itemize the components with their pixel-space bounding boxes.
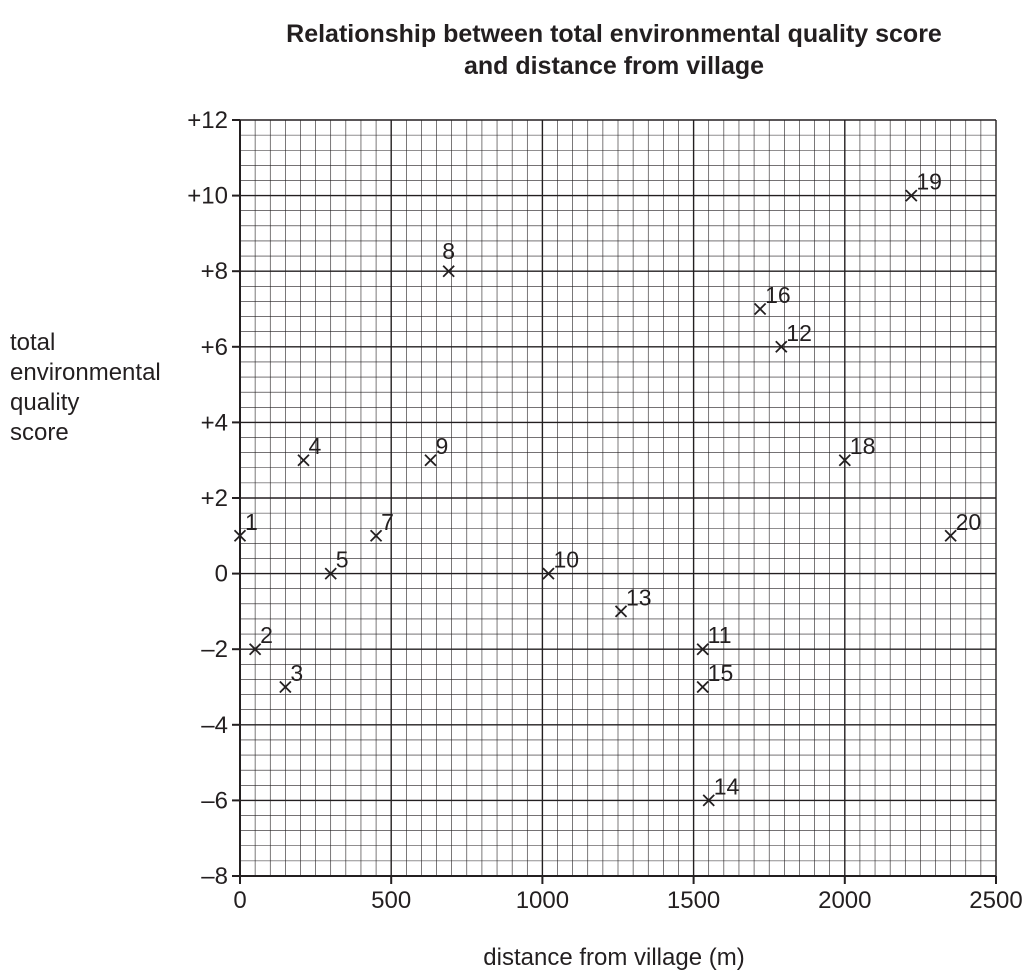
point-label: 16 [765,282,791,308]
point-marker-stroke [297,454,310,467]
x-tick-label: 2000 [818,887,871,914]
y-axis-label-line-4: score [10,419,69,446]
point-marker-stroke [542,567,555,580]
data-point: 14 [702,773,740,807]
y-tick-label: –2 [201,636,228,663]
data-point: 3 [279,660,303,694]
data-point: 7 [369,509,394,542]
y-axis-label: total environmental quality score [10,329,161,446]
data-point: 1 [233,509,258,542]
point-label: 13 [626,584,652,610]
point-label: 1 [245,509,258,535]
data-point: 10 [542,547,579,580]
point-label: 20 [956,509,982,535]
data-point: 11 [696,622,732,656]
point-label: 18 [850,433,876,459]
x-axis-label: distance from village (m) [483,944,744,971]
y-tick-label: +12 [187,107,228,134]
point-marker-stroke [369,529,383,542]
axes [232,119,997,884]
point-marker-stroke [696,680,709,694]
point-label: 3 [290,660,303,686]
point-marker-stroke [696,643,709,656]
y-axis-label-line-2: environmental [10,359,161,386]
data-point: 4 [297,433,322,467]
y-tick-label: –6 [201,787,228,814]
x-tick-label: 500 [371,887,411,914]
point-label: 2 [260,622,273,648]
data-point: 2 [248,622,273,656]
chart-title-line-1: Relationship between total environmental… [286,20,942,48]
data-point: 13 [614,584,652,618]
data-point: 18 [838,433,876,467]
x-tick-label: 0 [233,887,246,914]
y-tick-label: –8 [201,863,228,890]
point-marker-stroke [838,454,851,467]
y-tick-label: +8 [201,258,228,285]
point-marker-stroke [279,680,292,694]
x-axis-tick-labels: 0 500 1000 1500 2000 2500 [233,887,1022,914]
y-axis-label-line-1: total [10,329,55,356]
point-label: 15 [708,660,734,686]
y-tick-label: +6 [201,334,228,361]
data-point: 15 [696,660,734,694]
point-marker-stroke [424,454,437,467]
x-tick-label: 1500 [667,887,720,914]
point-marker-stroke [233,529,247,542]
point-label: 8 [442,238,455,264]
point-label: 4 [309,433,322,459]
point-label: 14 [714,773,740,799]
x-tick-label: 1000 [516,887,569,914]
point-marker-stroke [442,265,455,278]
data-point: 5 [324,547,349,580]
point-marker-stroke [753,302,767,316]
chart-title: Relationship between total environmental… [286,20,942,80]
point-marker-stroke [614,605,628,618]
y-tick-label: 0 [215,561,228,588]
point-marker-stroke [775,340,788,353]
point-label: 5 [336,547,349,573]
y-axis-tick-labels: –8 –6 –4 –2 0 +2 +4 +6 +8 +10 +12 [187,107,228,890]
point-label: 9 [436,433,449,459]
data-point: 19 [905,169,942,202]
data-point: 16 [753,282,791,316]
y-tick-label: +10 [187,183,228,210]
point-marker-stroke [944,529,957,542]
point-marker-stroke [702,794,715,807]
point-marker-stroke [905,189,918,202]
point-marker-stroke [248,643,262,656]
point-label: 7 [381,509,394,535]
chart-title-line-2: and distance from village [464,52,764,80]
point-marker-stroke [324,567,337,580]
y-tick-label: +2 [201,485,228,512]
data-point: 20 [944,509,982,542]
point-label: 10 [553,547,579,573]
point-label: 19 [916,169,942,195]
data-point: 12 [775,320,812,353]
y-tick-label: –4 [201,712,228,739]
y-tick-label: +4 [201,409,228,436]
point-label: 11 [708,622,732,648]
point-label: 12 [786,320,812,346]
x-tick-label: 2500 [969,887,1022,914]
data-point: 9 [424,433,449,467]
data-point: 8 [442,238,455,278]
y-axis-label-line-3: quality [10,389,79,416]
